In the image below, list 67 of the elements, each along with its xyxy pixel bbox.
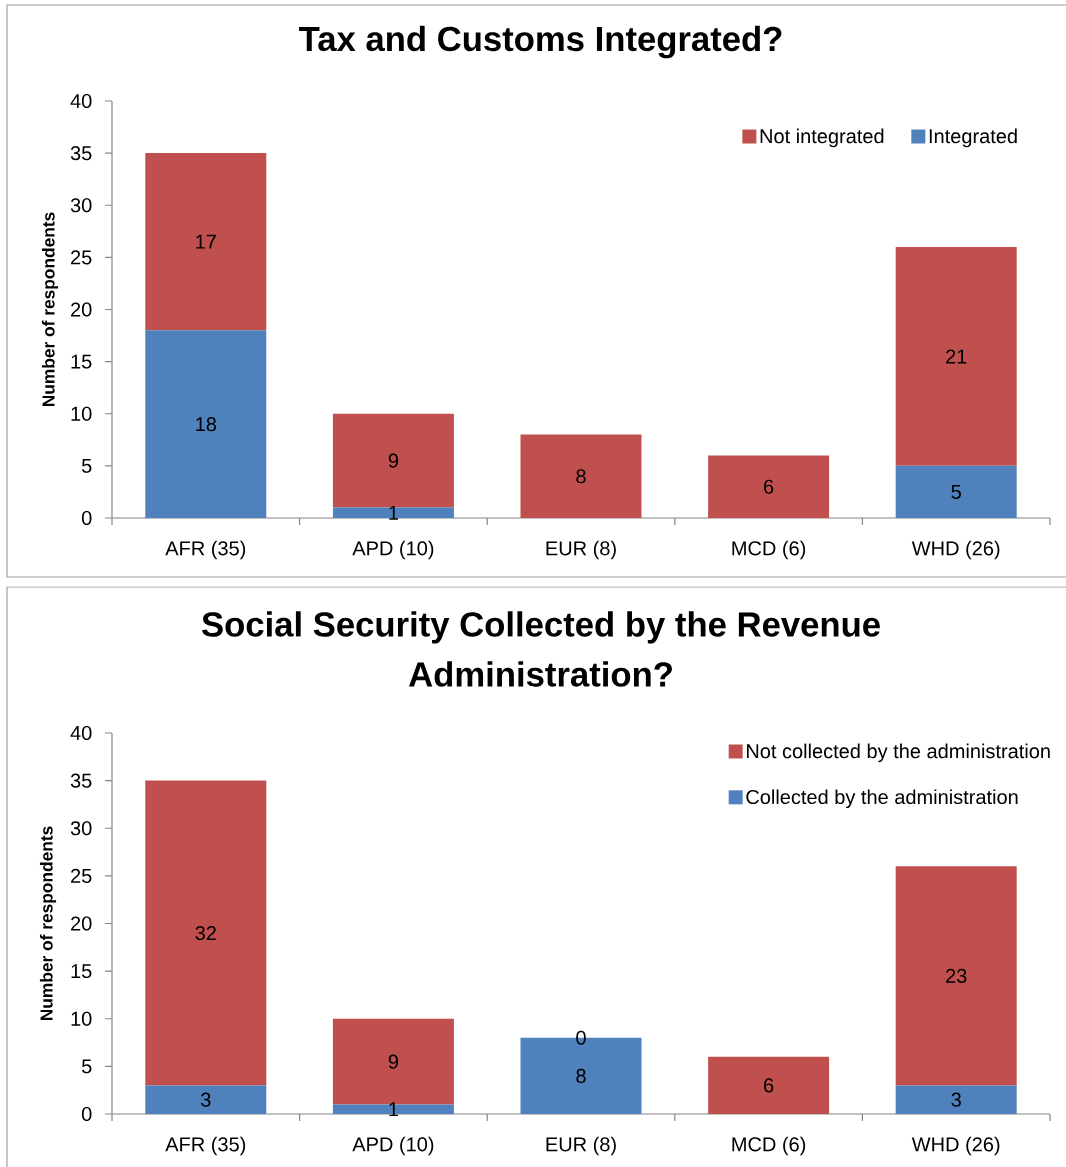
data-label: 5: [951, 484, 961, 499]
y-tick-label: 20: [71, 916, 92, 931]
chart-title: Social Security Collected by the Revenue Administration?: [202, 611, 880, 687]
y-tick-label: 15: [71, 354, 92, 369]
legend-label: Integrated: [929, 128, 1017, 148]
data-label: 1: [389, 1102, 398, 1117]
y-tick-label: 0: [81, 510, 92, 526]
y-tick-label: 10: [71, 1011, 92, 1026]
data-label: 8: [576, 1068, 586, 1083]
y-axis-title: Number of respondents: [41, 212, 59, 407]
legend-label: Collected by the administration: [746, 789, 1018, 809]
bar: [332, 507, 454, 518]
bar: [520, 434, 642, 518]
bar: [332, 1104, 454, 1114]
x-tick-label: AFR (35): [165, 1136, 246, 1156]
x-tick-label: MCD (6): [732, 540, 806, 560]
data-label: 9: [388, 1054, 398, 1069]
data-label: 8: [576, 469, 586, 484]
data-label: 6: [764, 479, 774, 494]
y-tick-label: 0: [81, 1106, 92, 1122]
x-tick-label: APD (10): [352, 540, 434, 560]
bar: [895, 866, 1017, 1086]
data-label: 0: [576, 1030, 586, 1045]
bar: [895, 246, 1017, 466]
y-tick-label: 35: [70, 146, 92, 161]
data-label: 3: [951, 1092, 961, 1107]
data-label: 17: [196, 234, 216, 249]
chart-title: Tax and Customs Integrated?: [299, 25, 782, 59]
data-label: 21: [946, 349, 967, 364]
x-tick-label: WHD (26): [911, 1136, 1000, 1156]
bar: [895, 1085, 1017, 1114]
data-label: 6: [764, 1078, 774, 1093]
y-tick-label: 25: [71, 250, 92, 265]
bar: [145, 1085, 267, 1114]
legend-label: Not integrated: [760, 128, 884, 148]
y-axis-title: Number of respondents: [39, 826, 57, 1021]
data-label: 1: [389, 505, 398, 520]
bar: [708, 1056, 830, 1114]
bar: [145, 153, 267, 331]
bar: [332, 413, 454, 508]
y-tick-label: 25: [71, 868, 92, 883]
x-tick-label: MCD (6): [732, 1136, 806, 1156]
y-tick-label: 5: [81, 1059, 92, 1074]
y-tick-label: 15: [71, 964, 92, 979]
data-label: 23: [946, 968, 967, 983]
y-tick-label: 40: [70, 725, 92, 741]
y-tick-label: 10: [71, 406, 92, 421]
bar: [145, 330, 267, 518]
x-tick-label: WHD (26): [911, 540, 1000, 560]
data-label: 3: [200, 1092, 211, 1107]
data-label: 9: [388, 453, 398, 468]
x-tick-label: AFR (35): [165, 540, 246, 560]
y-tick-label: 5: [81, 458, 92, 473]
data-label: 18: [196, 417, 217, 432]
y-tick-label: 30: [70, 198, 92, 213]
bar: [145, 780, 267, 1086]
x-tick-label: APD (10): [352, 1136, 434, 1156]
y-tick-label: 40: [70, 93, 92, 109]
y-tick-label: 35: [70, 773, 92, 788]
x-tick-label: EUR (8): [546, 1136, 616, 1156]
y-tick-label: 30: [70, 821, 92, 836]
bar: [895, 465, 1017, 518]
bar: [708, 455, 830, 518]
y-tick-label: 20: [71, 302, 92, 317]
x-tick-label: EUR (8): [546, 540, 616, 560]
legend-label: Not collected by the administration: [746, 743, 1050, 763]
data-label: 32: [195, 925, 216, 941]
